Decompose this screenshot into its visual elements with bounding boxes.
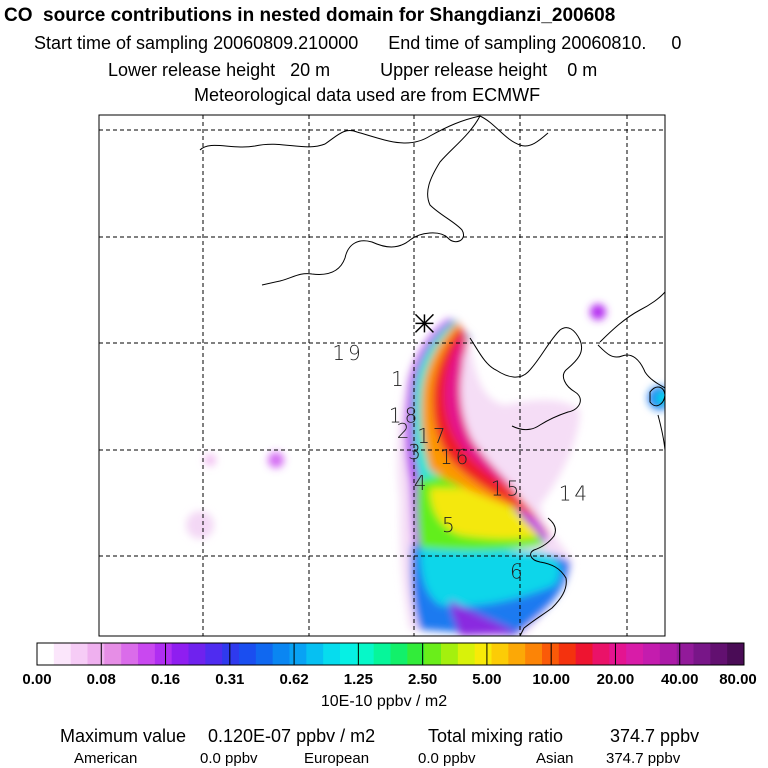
time-label: 18: [389, 403, 420, 427]
time-label: 1: [391, 367, 407, 391]
colorbar-cell: [121, 643, 139, 665]
colorbar-label: 0.31: [215, 671, 244, 688]
colorbar-cell: [525, 643, 543, 665]
total-mixing-label: Total mixing ratio: [428, 726, 564, 746]
colorbar-cell: [70, 643, 88, 665]
colorbar-label: 2.50: [408, 671, 437, 688]
map-background: [99, 115, 665, 636]
colorbar-cell: [491, 643, 509, 665]
colorbar-cell: [154, 643, 173, 665]
colorbar-cell: [171, 643, 189, 665]
colorbar: [36, 642, 745, 666]
colorbar-label: 80.00: [719, 671, 757, 688]
shandong-coast: [519, 517, 567, 636]
inner-border: [261, 115, 481, 286]
colorbar-label: 0.00: [22, 671, 51, 688]
time-label: 19: [332, 341, 363, 365]
colorbar-cell: [222, 643, 240, 665]
time-label: 6: [510, 560, 526, 584]
colorbar-cell: [474, 643, 492, 665]
sampling-time-line: Start time of sampling 20060809.210000 E…: [34, 33, 682, 53]
colorbar-cell: [323, 643, 341, 665]
gridlines: [99, 115, 665, 636]
colorbar-cell: [306, 643, 324, 665]
colorbar-cell: [239, 643, 257, 665]
time-label: 14: [559, 482, 590, 506]
release-height-line: Lower release height 20 m Upper release …: [108, 60, 598, 80]
colorbar-cell: [289, 643, 307, 665]
colorbar-cell: [53, 643, 72, 665]
colorbar-cell: [255, 643, 274, 665]
colorbar-label: 0.08: [87, 671, 116, 688]
korea-coast-north: [599, 291, 665, 343]
time-label: 2: [397, 419, 413, 443]
colorbar-cell: [188, 643, 206, 665]
time-labels: 1 19 182 173 16 4 15 14 5 6: [332, 341, 590, 584]
colorbar-label: 10.00: [532, 671, 570, 688]
meteorology-line: Meteorological data used are from ECMWF: [194, 85, 541, 105]
region-asian-label: Asian: [536, 750, 574, 767]
bohai-coast: [469, 327, 583, 431]
max-value: 0.120E-07 ppbv / m2: [208, 726, 376, 746]
colorbar-label: 20.00: [597, 671, 635, 688]
colorbar-cell: [727, 643, 745, 665]
time-label: 15: [491, 476, 522, 500]
time-label: 5: [442, 513, 458, 537]
colorbar-cell: [609, 643, 627, 665]
total-mixing-value: 374.7 ppbv: [610, 726, 700, 746]
colorbar-cell: [138, 643, 156, 665]
colorbar-cell: [407, 643, 425, 665]
colorbar-cell: [424, 643, 442, 665]
region-asian-value: 374.7 ppbv: [606, 750, 681, 767]
time-label: 17: [417, 424, 448, 448]
receptor-cross: [414, 313, 434, 333]
korea-coast-east: [597, 344, 665, 389]
map-frame: [98, 114, 666, 637]
receptor-marker: [414, 313, 434, 333]
region-american-value: 0.0 ppbv: [200, 750, 258, 767]
region-american-label: American: [74, 750, 138, 767]
colorbar-label: 5.00: [472, 671, 501, 688]
colorbar-cell: [356, 643, 375, 665]
colorbar-cell: [87, 643, 105, 665]
colorbar-label: 0.16: [151, 671, 180, 688]
colorbar-cell: [104, 643, 122, 665]
region-european-value: 0.0 ppbv: [418, 750, 476, 767]
colorbar-frame: [36, 642, 745, 666]
colorbar-cell: [457, 643, 476, 665]
colorbar-cell: [710, 643, 728, 665]
colorbar-label: 1.25: [344, 671, 373, 688]
colorbar-cell: [37, 643, 55, 665]
colorbar-cell: [441, 643, 459, 665]
region-european-label: European: [304, 750, 370, 767]
colorbar-cell: [542, 643, 560, 665]
colorbar-cell: [558, 643, 577, 665]
time-label: 4: [414, 471, 430, 495]
colorbar-cell: [693, 643, 711, 665]
colorbar-cell: [676, 643, 694, 665]
colorbar-labels: 0.00 0.08 0.16 0.31 0.62 1.25 2.50 5.00 10.00 20.…: [22, 643, 757, 688]
coastlines: [199, 115, 665, 636]
colorbar-cell: [659, 643, 678, 665]
northern-border: [199, 115, 481, 151]
colorbar-cell: [272, 643, 290, 665]
colorbar-cell: [575, 643, 593, 665]
colorbar-label: 0.62: [279, 671, 308, 688]
colorbar-unit: 10E-10 ppbv / m2: [321, 693, 447, 710]
colorbar-label: 40.00: [661, 671, 699, 688]
colorbar-cell: [626, 643, 644, 665]
chart-title: CO source contributions in nested domain…: [4, 5, 616, 26]
colorbar-cell: [592, 643, 610, 665]
colorbar-cell: [390, 643, 408, 665]
colorbar-cell: [508, 643, 526, 665]
max-value-label: Maximum value: [60, 726, 187, 746]
colorbar-cell: [340, 643, 358, 665]
colorbar-cell: [643, 643, 661, 665]
colorbar-cell: [205, 643, 223, 665]
time-label: 3: [408, 440, 424, 464]
colorbar-cell: [373, 643, 391, 665]
time-label: 16: [440, 445, 471, 469]
